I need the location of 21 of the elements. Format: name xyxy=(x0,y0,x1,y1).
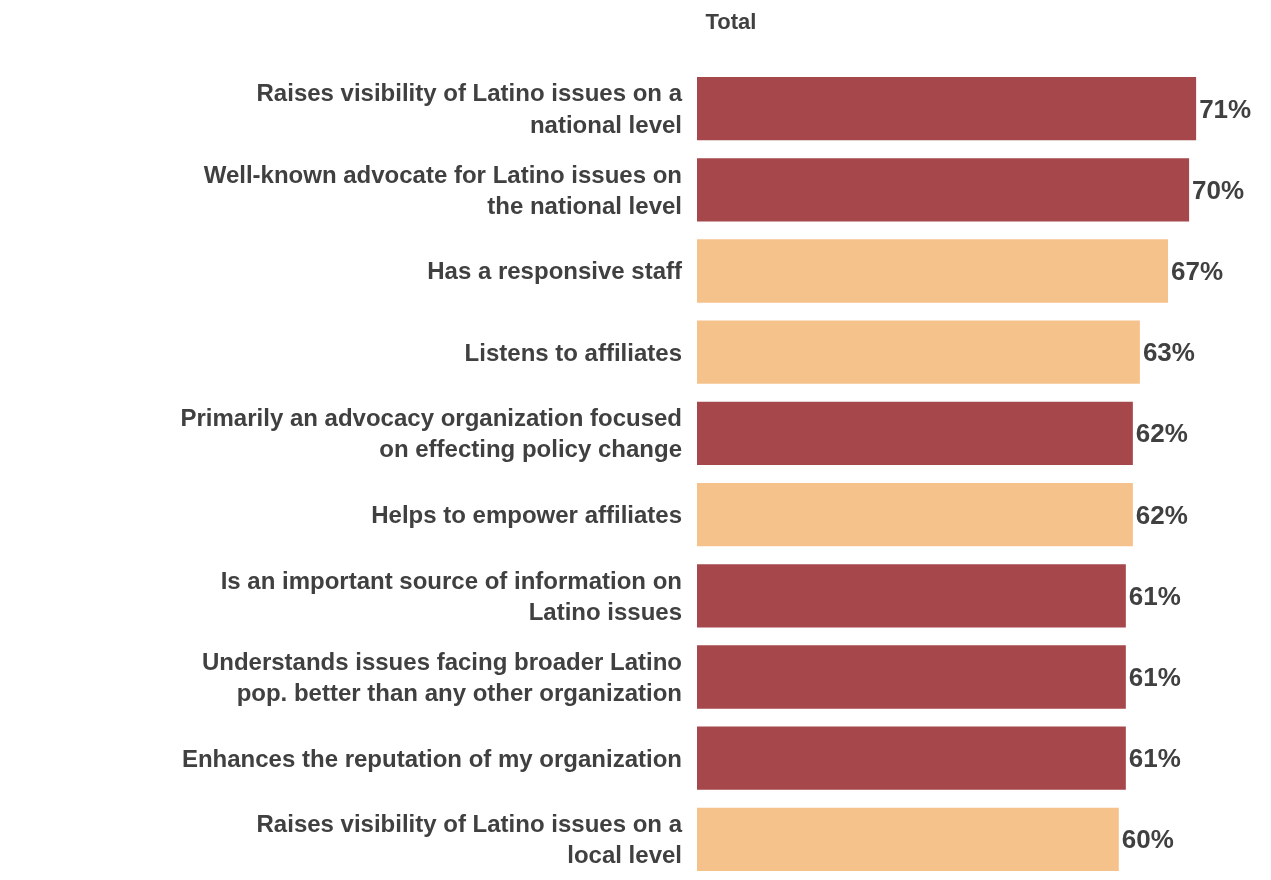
y-tick-label: Enhances the reputation of my organization xyxy=(181,744,682,772)
data-label: 61% xyxy=(1128,743,1181,774)
data-label: 62% xyxy=(1135,499,1188,530)
data-label: 63% xyxy=(1142,337,1195,368)
data-label: 61% xyxy=(1128,580,1181,611)
y-tick-label: Well-known advocate for Latino issues on the national level xyxy=(203,160,682,219)
y-tick-label: Raises visibility of Latino issues on a local level xyxy=(256,810,683,869)
chart-title: Total xyxy=(705,8,757,34)
data-label: 61% xyxy=(1128,662,1181,692)
data-label: 71% xyxy=(1199,93,1252,124)
y-tick-label: Raises visibility of Latino issues on a national level xyxy=(256,79,683,138)
y-tick-label: Has a responsive staff xyxy=(427,257,683,285)
y-tick-label: Helps to empower affiliates xyxy=(371,501,682,528)
y-tick-label: Primarily an advocacy organization focused on effecting policy change xyxy=(180,404,682,463)
data-label: 60% xyxy=(1121,824,1174,855)
data-label: 70% xyxy=(1192,174,1245,205)
data-label: 62% xyxy=(1135,418,1188,449)
y-tick-label: Is an important source of information on Latino issues xyxy=(220,566,682,625)
y-tick-label: Understands issues facing broader Latino pop. better than any other organization xyxy=(201,647,682,706)
data-label: 67% xyxy=(1171,256,1224,286)
y-tick-label: Listens to affiliates xyxy=(464,338,682,366)
